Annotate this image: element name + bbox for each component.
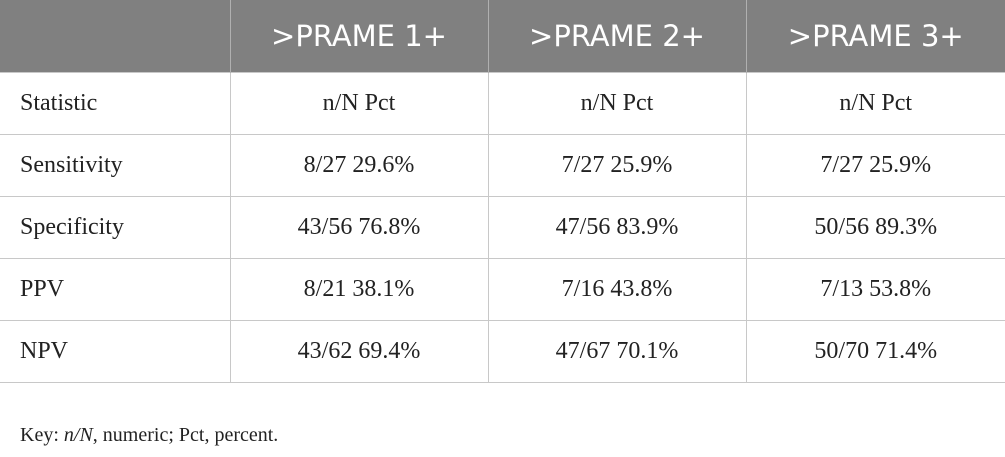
row-label: Statistic [0, 72, 231, 135]
footnote-label: Key: [20, 424, 59, 446]
table-cell: 43/62 69.4% [229, 320, 489, 383]
column-header: >PRAME 1+ [229, 0, 488, 73]
results-table: >PRAME 1+ >PRAME 2+ >PRAME 3+ Statistic n/N… [0, 0, 1005, 383]
table-row: Specificity 43/56 76.8% 47/56 83.9% 50/56 8… [0, 196, 1005, 259]
table-cell: 8/27 29.6% [229, 134, 489, 197]
table-cell: n/N Pct [487, 72, 747, 135]
table-cell: 47/56 83.9% [487, 196, 747, 259]
table-cell: 47/67 70.1% [487, 320, 747, 383]
table-cell: 50/56 89.3% [745, 196, 1005, 259]
row-label: NPV [0, 320, 231, 383]
table-cell: n/N Pct [745, 72, 1005, 135]
table-cell: 7/27 25.9% [745, 134, 1005, 197]
table-cell: 50/70 71.4% [745, 320, 1005, 383]
table-cell: 8/21 38.1% [229, 258, 489, 321]
table-row: NPV 43/62 69.4% 47/67 70.1% 50/70 71.4% [0, 320, 1005, 383]
header-corner [0, 0, 230, 73]
footnote: Key: n/N, numeric; Pct, percent. [20, 424, 278, 447]
row-label: PPV [0, 258, 231, 321]
row-label: Specificity [0, 196, 231, 259]
table-cell: 7/27 25.9% [487, 134, 747, 197]
table-cell: n/N Pct [229, 72, 489, 135]
header-row: >PRAME 1+ >PRAME 2+ >PRAME 3+ [0, 0, 1005, 73]
footnote-text: , numeric; Pct, percent. [92, 424, 279, 446]
footnote-term: n/N [63, 424, 93, 446]
table-cell: 7/13 53.8% [745, 258, 1005, 321]
table-row: PPV 8/21 38.1% 7/16 43.8% 7/13 53.8% [0, 258, 1005, 321]
table-cell: 43/56 76.8% [229, 196, 489, 259]
table-row: Sensitivity 8/27 29.6% 7/27 25.9% 7/27 25.9… [0, 134, 1005, 197]
row-label: Sensitivity [0, 134, 231, 197]
table-row: Statistic n/N Pct n/N Pct n/N Pct [0, 72, 1005, 135]
column-header: >PRAME 3+ [745, 0, 1005, 73]
table-body: Statistic n/N Pct n/N Pct n/N Pct Sensitivit… [0, 72, 1005, 383]
table-cell: 7/16 43.8% [487, 258, 747, 321]
column-header: >PRAME 2+ [487, 0, 746, 73]
